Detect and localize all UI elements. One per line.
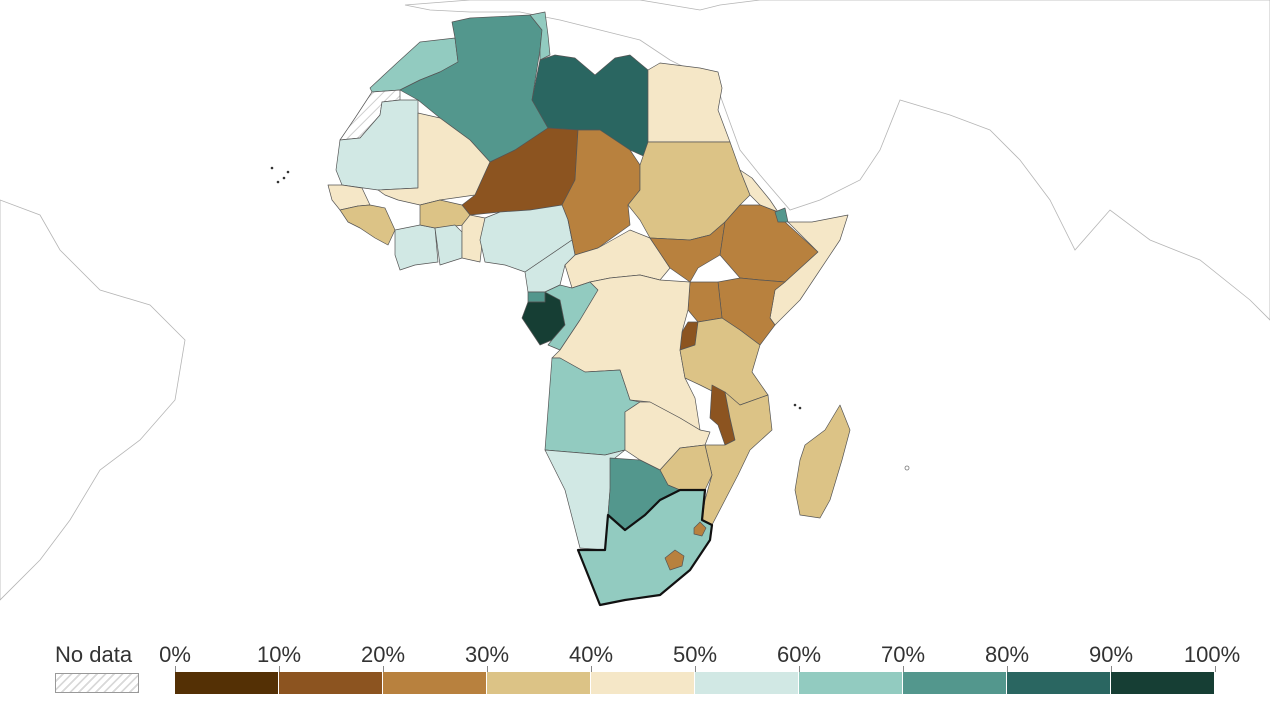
legend-bin-swatch: [487, 672, 591, 694]
country-egypt: [647, 62, 731, 143]
legend-tick-label: 90%: [1088, 642, 1134, 667]
background-landmasses: [0, 0, 1270, 601]
legend-tick-label: 60%: [776, 642, 822, 667]
country-tunisia: [529, 11, 551, 61]
legend-tick-mark: [487, 666, 488, 672]
legend-tick-label: 10%: [256, 642, 302, 667]
legend-tick-label: 0%: [159, 642, 191, 667]
legend-tick-label: 50%: [672, 642, 718, 667]
legend-bin-swatch: [695, 672, 799, 694]
country-ghana: [434, 224, 463, 266]
legend-tick-mark: [903, 666, 904, 672]
island-outline: [286, 170, 290, 174]
country-uganda: [687, 281, 723, 323]
country-zambia: [624, 401, 711, 471]
country-equatorial-guinea: [527, 291, 546, 303]
legend-bin-swatch: [799, 672, 903, 694]
legend-bin-swatch: [279, 672, 383, 694]
europe-middle-east-asia-outline: [404, 0, 1270, 321]
legend-tick-mark: [279, 666, 280, 672]
legend-tick-label: 30%: [464, 642, 510, 667]
country-guinea: [339, 204, 396, 246]
legend-tick-mark: [175, 666, 176, 672]
island-outline: [793, 403, 797, 407]
legend-tick-mark: [695, 666, 696, 672]
country-lesotho: [664, 549, 685, 571]
island-outline: [904, 465, 910, 471]
legend-bin-swatch: [175, 672, 279, 694]
legend-tick-mark: [1215, 666, 1216, 672]
choropleth-map: [0, 0, 1270, 607]
country-eswatini: [693, 521, 707, 537]
country-south-africa: [576, 488, 714, 607]
legend-tick-mark: [383, 666, 384, 672]
country-madagascar: [794, 404, 851, 519]
legend-bin-swatch: [1007, 672, 1111, 694]
country-mauritania: [335, 99, 419, 191]
island-outline: [270, 166, 274, 170]
legend-tick-label: 70%: [880, 642, 926, 667]
south-america-outline: [0, 199, 186, 601]
country-cote-divoire: [394, 224, 439, 271]
island-outline: [282, 176, 286, 180]
legend: No data 0% 10% 20% 30% 40% 50% 60% 70% 80% 90% 100…: [0, 630, 1270, 710]
legend-bin-swatch: [383, 672, 487, 694]
legend-bin-swatch: [903, 672, 1007, 694]
legend-tick-label: 100%: [1183, 642, 1241, 667]
legend-bin-swatch: [1111, 672, 1215, 694]
legend-tick-label: 80%: [984, 642, 1030, 667]
legend-no-data-swatch: [55, 673, 139, 693]
legend-tick-mark: [1111, 666, 1112, 672]
legend-tick-mark: [591, 666, 592, 672]
legend-no-data-label: No data: [55, 642, 133, 667]
legend-tick-label: 40%: [568, 642, 614, 667]
legend-tick-mark: [1007, 666, 1008, 672]
legend-tick-label: 20%: [360, 642, 406, 667]
island-outline: [798, 406, 802, 410]
legend-tick-mark: [799, 666, 800, 672]
africa-countries: [327, 11, 851, 607]
island-outline: [276, 180, 280, 184]
legend-bin-swatch: [591, 672, 695, 694]
